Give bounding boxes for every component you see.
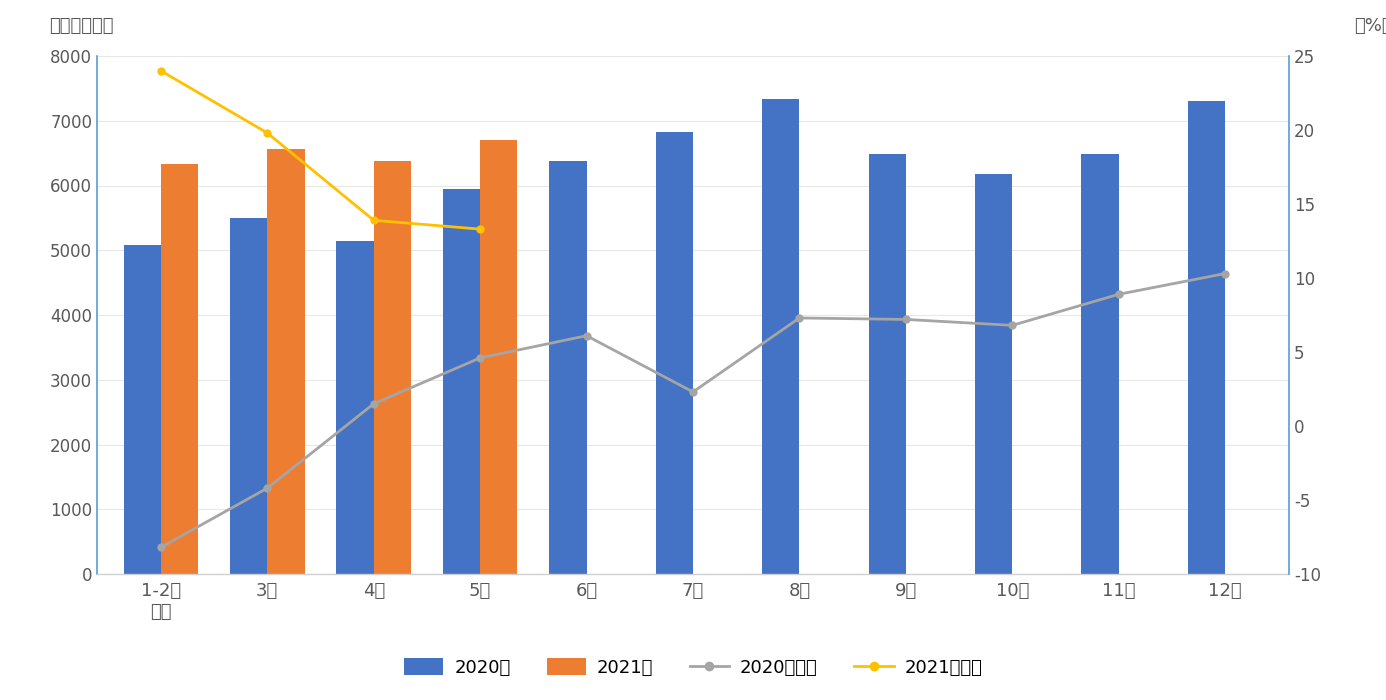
Bar xyxy=(549,161,586,574)
2021年增速 xyxy=(259,129,276,137)
2020年增速 xyxy=(791,314,808,322)
Text: （%）: （%） xyxy=(1354,18,1386,35)
Bar xyxy=(267,149,305,574)
2020年增速 xyxy=(471,354,488,362)
Bar xyxy=(1081,154,1119,574)
Bar xyxy=(444,189,480,574)
2021年增速 xyxy=(366,216,383,225)
Bar xyxy=(337,241,374,574)
2020年增速 xyxy=(685,388,701,396)
2020年增速 xyxy=(578,332,595,340)
2021年增速 xyxy=(152,66,169,75)
Bar xyxy=(123,245,161,574)
Bar xyxy=(869,155,906,574)
2021年增速 xyxy=(471,225,488,233)
Bar xyxy=(374,161,412,574)
Bar xyxy=(230,218,267,574)
Line: 2021年增速: 2021年增速 xyxy=(158,67,484,232)
Bar xyxy=(974,174,1012,574)
Bar xyxy=(161,164,198,574)
Legend: 2020年, 2021年, 2020年增速, 2021年增速: 2020年, 2021年, 2020年增速, 2021年增速 xyxy=(396,651,990,684)
2020年增速 xyxy=(1217,270,1234,278)
2020年增速 xyxy=(152,543,169,552)
Line: 2020年增速: 2020年增速 xyxy=(158,270,1228,551)
2020年增速 xyxy=(898,315,915,323)
Bar xyxy=(480,140,517,574)
2020年增速 xyxy=(1110,290,1127,298)
Bar xyxy=(762,99,800,574)
2020年增速 xyxy=(1003,321,1020,330)
Bar xyxy=(1188,102,1225,574)
2020年增速 xyxy=(259,484,276,492)
2020年增速 xyxy=(366,400,383,408)
Bar xyxy=(656,132,693,574)
Text: （亿千瓦时）: （亿千瓦时） xyxy=(50,18,114,35)
